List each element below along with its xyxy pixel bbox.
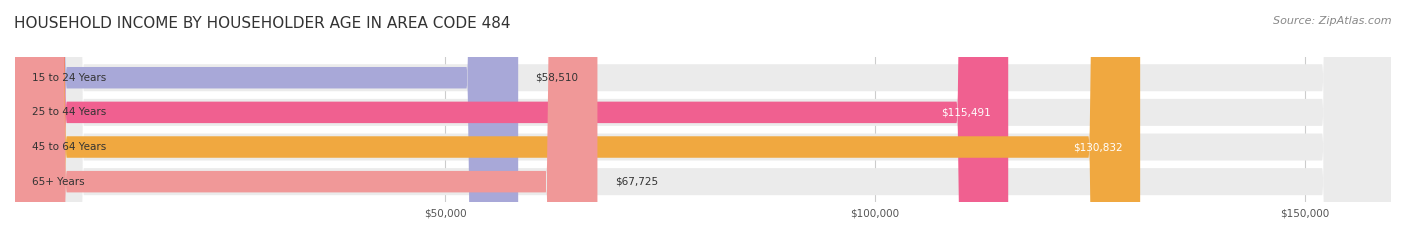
FancyBboxPatch shape — [15, 0, 1391, 233]
Text: 65+ Years: 65+ Years — [32, 177, 84, 187]
FancyBboxPatch shape — [15, 0, 1140, 233]
Text: HOUSEHOLD INCOME BY HOUSEHOLDER AGE IN AREA CODE 484: HOUSEHOLD INCOME BY HOUSEHOLDER AGE IN A… — [14, 16, 510, 31]
FancyBboxPatch shape — [15, 0, 1391, 233]
Text: 45 to 64 Years: 45 to 64 Years — [32, 142, 107, 152]
FancyBboxPatch shape — [15, 0, 519, 233]
Text: 25 to 44 Years: 25 to 44 Years — [32, 107, 107, 117]
FancyBboxPatch shape — [15, 0, 1391, 233]
Text: $67,725: $67,725 — [614, 177, 658, 187]
FancyBboxPatch shape — [15, 0, 1008, 233]
Text: $130,832: $130,832 — [1073, 142, 1123, 152]
FancyBboxPatch shape — [15, 0, 598, 233]
Text: Source: ZipAtlas.com: Source: ZipAtlas.com — [1274, 16, 1392, 26]
Text: $58,510: $58,510 — [536, 73, 578, 83]
Text: $115,491: $115,491 — [941, 107, 991, 117]
FancyBboxPatch shape — [15, 0, 1391, 233]
Text: 15 to 24 Years: 15 to 24 Years — [32, 73, 107, 83]
